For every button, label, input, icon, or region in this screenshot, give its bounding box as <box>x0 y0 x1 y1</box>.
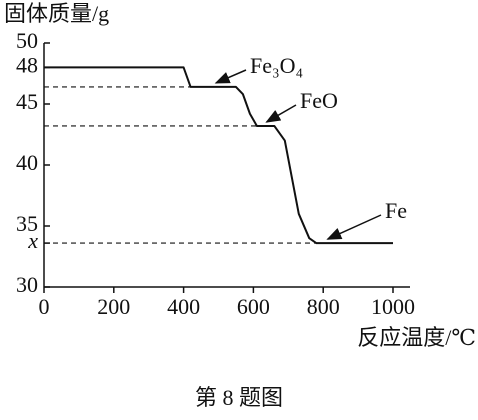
y-tick-label: 30 <box>16 272 38 297</box>
y-tick-label: x <box>27 228 38 253</box>
annotation-arrow <box>214 69 247 84</box>
annotation-arrow <box>265 104 297 123</box>
y-tick-label: 48 <box>16 52 38 77</box>
y-tick-label: 35 <box>16 211 38 236</box>
annotation-arrow <box>326 214 382 240</box>
y-tick-label: 45 <box>16 89 38 114</box>
y-tick-label: 40 <box>16 150 38 175</box>
annotation: Fe₃O₄ <box>250 53 303 78</box>
y-tick-label: 50 <box>16 28 38 53</box>
x-tick-label: 0 <box>39 294 50 319</box>
caption: 第 8 题图 <box>195 385 283 410</box>
x-axis-title: 反应温度/℃ <box>357 325 476 350</box>
y-axis-title: 固体质量/g <box>4 1 109 26</box>
x-tick-label: 400 <box>167 294 200 319</box>
annotation: FeO <box>300 88 338 113</box>
x-tick-label: 600 <box>237 294 270 319</box>
x-tick-label: 800 <box>307 294 340 319</box>
x-tick-label: 200 <box>97 294 130 319</box>
x-tick-label: 1000 <box>371 294 415 319</box>
annotation: Fe <box>385 198 407 223</box>
data-line <box>44 66 393 245</box>
